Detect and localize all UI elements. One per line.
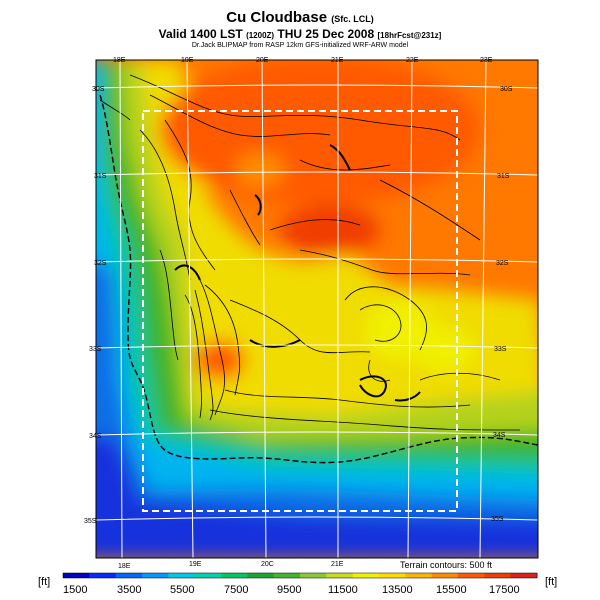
- lat-label-right: 33S: [494, 346, 507, 353]
- colorbar-swatch: [300, 573, 327, 578]
- lat-label-left: 31S: [94, 173, 107, 180]
- colorbar-swatch: [115, 573, 143, 578]
- lat-label-left: 30S: [92, 86, 105, 93]
- colorbar-swatch: [510, 573, 538, 578]
- lon-label-bottom: 19E: [189, 561, 202, 568]
- lon-label-top: 23E: [480, 57, 493, 64]
- lat-label-right: 34S: [493, 432, 506, 439]
- colorbar-label: 7500: [224, 584, 248, 596]
- colorbar-swatch: [221, 573, 248, 578]
- lat-label-right: 32S: [496, 260, 509, 267]
- colorbar-swatch: [326, 573, 354, 578]
- colorbar-label: 9500: [277, 584, 301, 596]
- colorbar-swatch: [431, 573, 459, 578]
- colorbar-swatch: [194, 573, 222, 578]
- terrain-contour-note: Terrain contours: 500 ft: [400, 560, 493, 570]
- valid-time: Valid 1400 LST: [158, 27, 243, 41]
- chart-title: Cu Cloudbase (Sfc. LCL): [0, 9, 600, 26]
- colorbar-label: 13500: [382, 584, 413, 596]
- lat-label-right: 31S: [497, 173, 510, 180]
- lon-label-bottom: 18E: [118, 563, 131, 570]
- colorbar-swatch: [379, 573, 406, 578]
- model-subtitle: Dr.Jack BLIPMAP from RASP 12km GFS-initi…: [191, 42, 409, 49]
- colorbar-frame: [62, 572, 538, 579]
- lon-label-top: 22E: [406, 57, 419, 64]
- lat-label-left: 32S: [94, 260, 107, 267]
- lon-label-top: 18E: [113, 57, 126, 64]
- colorbar-swatch: [273, 573, 301, 578]
- colorbar-swatch: [484, 573, 512, 578]
- lon-label-top: 19E: [181, 57, 194, 64]
- valid-date: THU 25 Dec 2008: [277, 27, 375, 41]
- lat-label-left: 35S: [84, 518, 97, 525]
- forecast-tag: [18hrFcst@231z]: [377, 31, 442, 40]
- latlon-grid: [96, 60, 538, 558]
- map-field: [96, 60, 538, 558]
- lat-label-left: 33S: [89, 346, 102, 353]
- colorbar-unit-right: [ft]: [545, 576, 557, 588]
- title-suffix: (Sfc. LCL): [331, 14, 374, 24]
- coastline: [99, 94, 538, 464]
- lat-label-right: 30S: [500, 86, 513, 93]
- colorbar-label: 5500: [170, 584, 194, 596]
- title-text: Cu Cloudbase: [226, 9, 328, 26]
- lon-label-top: 20E: [256, 57, 269, 64]
- colorbar: [62, 572, 538, 579]
- lat-label-left: 34S: [89, 433, 102, 440]
- colorbar-swatch: [142, 573, 169, 578]
- colorbar-swatch: [63, 573, 90, 578]
- colorbar-swatch: [405, 573, 433, 578]
- colorbar-label: 1500: [63, 584, 87, 596]
- colorbar-label: 17500: [489, 584, 520, 596]
- colorbar-label: 15500: [436, 584, 467, 596]
- map-frame: [95, 59, 539, 559]
- terrain-contours: [99, 74, 521, 431]
- lon-label-top: 21E: [331, 57, 344, 64]
- colorbar-swatch: [458, 573, 485, 578]
- colorbar-swatch: [168, 573, 196, 578]
- colorbar-swatch: [247, 573, 275, 578]
- lat-label-right: 35S: [491, 516, 504, 523]
- lon-label-bottom: 21E: [331, 561, 344, 568]
- colorbar-swatch: [352, 573, 380, 578]
- inner-domain-box: [142, 110, 458, 512]
- colorbar-unit-left: [ft]: [38, 576, 50, 588]
- valid-time-line: Valid 1400 LST (1200Z) THU 25 Dec 2008 […: [0, 27, 600, 41]
- colorbar-swatch: [89, 573, 117, 578]
- lon-label-bottom: 20C: [261, 561, 274, 568]
- colorbar-label: 3500: [117, 584, 141, 596]
- colorbar-label: 11500: [328, 584, 358, 596]
- valid-code: (1200Z): [246, 31, 275, 40]
